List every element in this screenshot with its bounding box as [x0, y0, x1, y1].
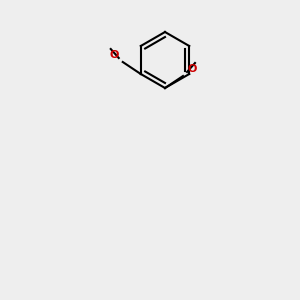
Text: O: O — [187, 64, 196, 74]
Text: O: O — [110, 50, 119, 60]
